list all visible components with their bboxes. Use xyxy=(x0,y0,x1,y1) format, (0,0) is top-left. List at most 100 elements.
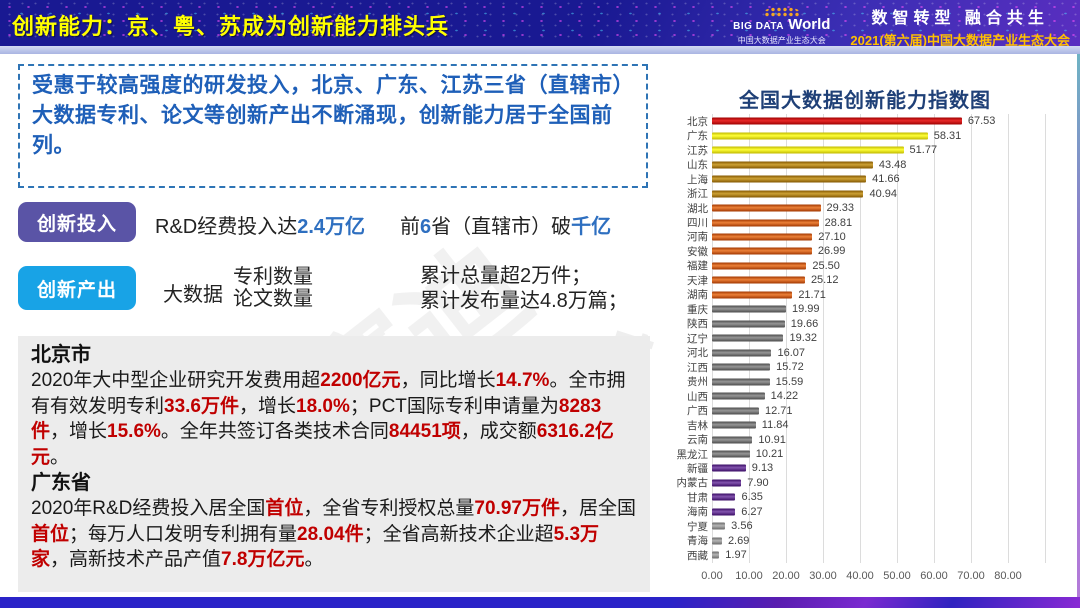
bar-label: 北京 xyxy=(687,115,708,128)
header-divider-strip xyxy=(0,46,1080,54)
chart-row: 新疆 9.13 xyxy=(658,461,1072,475)
chart-row: 山西 14.22 xyxy=(658,389,1072,403)
bar-label: 福建 xyxy=(687,260,708,273)
bar-label: 广东 xyxy=(687,130,708,143)
chart-row: 湖北 29.33 xyxy=(658,201,1072,215)
logo-subtitle: 中国大数据产业生态大会 xyxy=(737,36,826,45)
chart-row: 河南 27.10 xyxy=(658,230,1072,244)
x-tick-label: 70.00 xyxy=(957,570,985,582)
bar xyxy=(712,305,786,313)
bar-label: 贵州 xyxy=(687,376,708,389)
text-segment: ，居全国 xyxy=(559,498,636,519)
chart-row: 内蒙古 7.90 xyxy=(658,476,1072,490)
innovation-input-badge: 创新投入 xyxy=(18,202,136,242)
bar-track: 26.99 xyxy=(712,244,1072,258)
bar-track: 67.53 xyxy=(712,114,1072,128)
innovation-output-badge: 创新产出 xyxy=(18,266,136,310)
bar xyxy=(712,537,722,545)
logo-bigdata: BIG DATA xyxy=(733,21,785,32)
text-segment: 33.6万件 xyxy=(164,395,239,417)
gridline xyxy=(971,114,972,563)
bar-value: 40.94 xyxy=(869,187,897,200)
text-segment: 。 xyxy=(304,549,324,570)
bar-track: 6.27 xyxy=(712,505,1072,519)
innovation-index-chart: 全国大数据创新能力指数图 北京 67.53 广东 58.31 江苏 51.77 山东 43.4… xyxy=(658,84,1072,592)
text-segment: 5.3万家 xyxy=(31,523,600,571)
bar-label: 湖南 xyxy=(687,289,708,302)
chart-row: 黑龙江 10.21 xyxy=(658,447,1072,461)
bar xyxy=(712,190,864,198)
bar-track: 25.12 xyxy=(712,273,1072,287)
bar-value: 6.27 xyxy=(741,505,763,518)
bar xyxy=(712,117,962,125)
bar xyxy=(712,204,821,212)
text-segment: 8283件 xyxy=(31,395,602,443)
text-segment: ，增长 xyxy=(239,395,297,417)
bigdata-world-logo: BIG DATA World 中国大数据产业生态大会 xyxy=(733,7,830,46)
bar-value: 16.07 xyxy=(777,346,805,359)
bar-label: 天津 xyxy=(687,274,708,287)
bar-label: 宁夏 xyxy=(687,520,708,533)
bar-label: 海南 xyxy=(687,506,708,519)
intro-text: 受惠于较高强度的研发投入，北京、广东、江苏三省（直辖市）大数据专利、论文等创新产… xyxy=(32,74,634,157)
bar-track: 10.21 xyxy=(712,447,1072,461)
output-types-stack: 专利数量 论文数量 xyxy=(233,266,313,310)
bar xyxy=(712,392,765,400)
bar-label: 浙江 xyxy=(687,188,708,201)
chart-row: 湖南 21.71 xyxy=(658,288,1072,302)
bar-label: 安徽 xyxy=(687,245,708,258)
chart-row: 重庆 19.99 xyxy=(658,302,1072,316)
text-segment: 。全年共签订各类技术合同 xyxy=(160,421,389,442)
chart-row: 贵州 15.59 xyxy=(658,374,1072,389)
bar-label: 山西 xyxy=(687,390,708,403)
bar-value: 12.71 xyxy=(765,404,793,417)
chart-row: 天津 25.12 xyxy=(658,273,1072,287)
text-segment: 。 xyxy=(50,446,70,468)
text-segment: 前 xyxy=(400,216,420,238)
bar xyxy=(712,378,770,386)
bar-value: 19.32 xyxy=(789,332,817,345)
header-right: BIG DATA World 中国大数据产业生态大会 数智转型 融合共生 202… xyxy=(733,4,1070,49)
bar-track: 10.91 xyxy=(712,432,1072,446)
bar-label: 甘肃 xyxy=(687,491,708,504)
intro-callout-box: 受惠于较高强度的研发投入，北京、广东、江苏三省（直辖市）大数据专利、论文等创新产… xyxy=(18,64,648,188)
header-bar: 创新能力：京、粤、苏成为创新能力排头兵 BIG DATA World 中国大数据… xyxy=(0,0,1080,49)
chart-row: 云南 10.91 xyxy=(658,432,1072,447)
bar xyxy=(712,291,793,299)
bar-track: 9.13 xyxy=(712,461,1072,475)
event-name: 2021(第六届)中国大数据产业生态大会 xyxy=(850,33,1070,48)
output-results: 累计总量超2万件； 累计发布量达4.8万篇； xyxy=(420,264,628,314)
text-segment: 6316.2亿元 xyxy=(31,421,614,468)
bar-track: 12.71 xyxy=(712,403,1072,417)
bar-label: 河南 xyxy=(687,231,708,244)
bar xyxy=(712,175,867,183)
text-segment: 28.04件 xyxy=(297,523,364,545)
bar-value: 7.90 xyxy=(747,476,769,489)
right-edge-strip xyxy=(1077,54,1080,597)
text-segment: ，全省专利授权总量 xyxy=(303,498,475,519)
bar-value: 3.56 xyxy=(731,520,753,533)
bar-label: 青海 xyxy=(687,535,708,548)
bar-label: 黑龙江 xyxy=(676,448,709,461)
bar-value: 25.12 xyxy=(810,274,839,287)
bar xyxy=(712,219,819,227)
bar-track: 19.99 xyxy=(712,302,1072,316)
bar-value: 51.77 xyxy=(909,144,938,157)
bar-value: 19.99 xyxy=(791,303,820,316)
chart-row: 青海 2.69 xyxy=(658,534,1072,548)
bar-label: 陕西 xyxy=(687,318,708,331)
bar-label: 湖北 xyxy=(687,202,708,215)
chart-title: 全国大数据创新能力指数图 xyxy=(739,90,991,112)
bar xyxy=(712,262,807,270)
bar-value: 15.59 xyxy=(775,375,804,388)
bar-track: 7.90 xyxy=(712,476,1072,490)
text-segment: 14.7% xyxy=(495,370,550,391)
guangdong-paragraph: 2020年R&D经费投入居全国首位，全省专利授权总量70.97万件，居全国首位；… xyxy=(31,496,637,573)
text-segment: 2020年R&D经费投入居全国 xyxy=(31,498,266,519)
text-segment: 。全市拥有有效发明专利 xyxy=(31,370,626,417)
bar-value: 27.10 xyxy=(818,230,846,243)
bar xyxy=(712,421,756,429)
bar xyxy=(712,161,873,169)
bar-track: 14.22 xyxy=(712,389,1072,403)
